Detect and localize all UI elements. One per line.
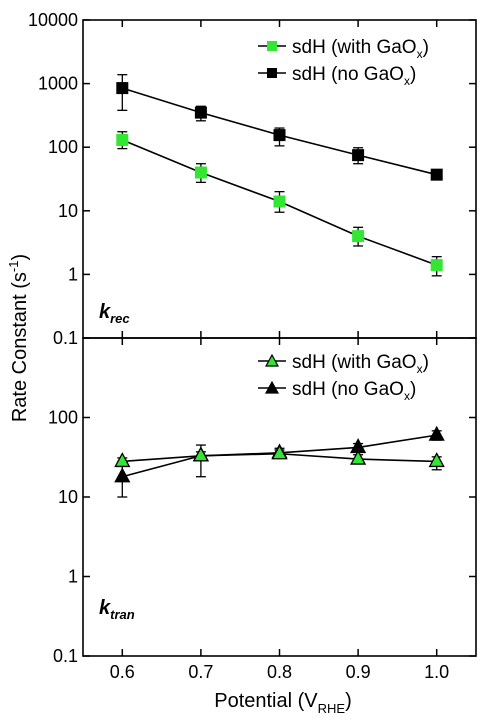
x-tick-label-2: 0.8: [267, 662, 292, 682]
y-axis-title-superscript: -1: [6, 261, 21, 273]
data-point-0-0-0: [116, 133, 129, 146]
bottom-annotation-main: k: [99, 597, 111, 619]
data-point-1-0-4: [428, 452, 445, 468]
legend-marker-top-with-gaox: [267, 41, 277, 51]
data-point-0-1-2: [273, 129, 286, 142]
x-axis-title-main: Potential (V: [214, 690, 318, 712]
data-point-1-1-4: [428, 425, 445, 441]
y-tick-label-0-1: 1: [68, 264, 78, 284]
y-tick-label-1-3: 100: [48, 408, 78, 428]
x-tick-label-0: 0.6: [110, 662, 135, 682]
data-point-1-0-3: [350, 449, 367, 465]
data-point-0-1-0: [116, 82, 129, 95]
x-tick-label-4: 1.0: [424, 662, 449, 682]
legend-label-top-with-gaox: sdH (with GaOx): [292, 37, 429, 61]
data-point-0-1-4: [430, 168, 443, 181]
legend-label-bottom-with-gaox: sdH (with GaOx): [292, 352, 429, 376]
x-tick-label-1: 0.7: [188, 662, 213, 682]
data-point-0-0-1: [194, 166, 207, 179]
bottom-legend: sdH (with GaOx) sdH (no GaOx): [258, 352, 429, 403]
top-legend: sdH (with GaOx) sdH (no GaOx): [258, 37, 429, 88]
y-tick-label-0-4: 1000: [38, 74, 78, 94]
top-panel-frame: [82, 19, 477, 339]
data-point-0-0-4: [430, 259, 443, 272]
x-axis-title-end: ): [345, 690, 352, 712]
legend-marker-bottom-with-gaox: [264, 353, 280, 367]
y-axis-title: Rate Constant (s-1): [6, 254, 31, 422]
data-point-1-0-1: [192, 446, 209, 462]
x-axis-title-subscript: RHE: [318, 701, 346, 716]
y-tick-label-0-3: 100: [48, 137, 78, 157]
x-tick-label-3: 0.9: [346, 662, 371, 682]
top-annotation-main: k: [99, 301, 111, 323]
y-axis-title-end: ): [9, 254, 31, 261]
top-annotation-sub: rec: [110, 311, 130, 326]
x-axis-title: Potential (VRHE): [214, 690, 352, 716]
data-point-0-0-2: [273, 195, 286, 208]
y-tick-label-0-5: 10000: [28, 10, 78, 30]
bottom-annotation-sub: tran: [110, 607, 135, 622]
legend-marker-top-no-gaox: [267, 68, 277, 78]
y-tick-label-1-1: 1: [68, 567, 78, 587]
data-point-1-1-0: [114, 467, 131, 483]
legend-marker-bottom-no-gaox: [264, 380, 280, 394]
bottom-panel: 0.1 1 10 100: [48, 338, 476, 666]
data-point-0-0-3: [352, 230, 365, 243]
x-axis: 0.6 0.7 0.8 0.9 1.0: [110, 662, 449, 682]
data-point-1-0-2: [271, 444, 288, 460]
bottom-panel-annotation: ktran: [99, 597, 135, 622]
data-point-0-1-1: [194, 106, 207, 119]
bottom-panel-frame: [82, 337, 477, 657]
legend-label-top-no-gaox: sdH (no GaOx): [292, 64, 416, 88]
top-panel: 0.1 1 10 100 1000 10000: [28, 10, 476, 348]
y-tick-label-0-0: 0.1: [53, 328, 78, 348]
y-axis-title-main: Rate Constant (s: [9, 272, 31, 422]
y-tick-label-0-2: 10: [58, 201, 78, 221]
top-panel-annotation: krec: [99, 301, 130, 326]
data-point-0-1-3: [352, 149, 365, 162]
y-tick-label-1-2: 10: [58, 487, 78, 507]
legend-label-bottom-no-gaox: sdH (no GaOx): [292, 379, 416, 403]
data-point-1-0-0: [114, 452, 131, 468]
y-tick-label-1-0: 0.1: [53, 646, 78, 666]
